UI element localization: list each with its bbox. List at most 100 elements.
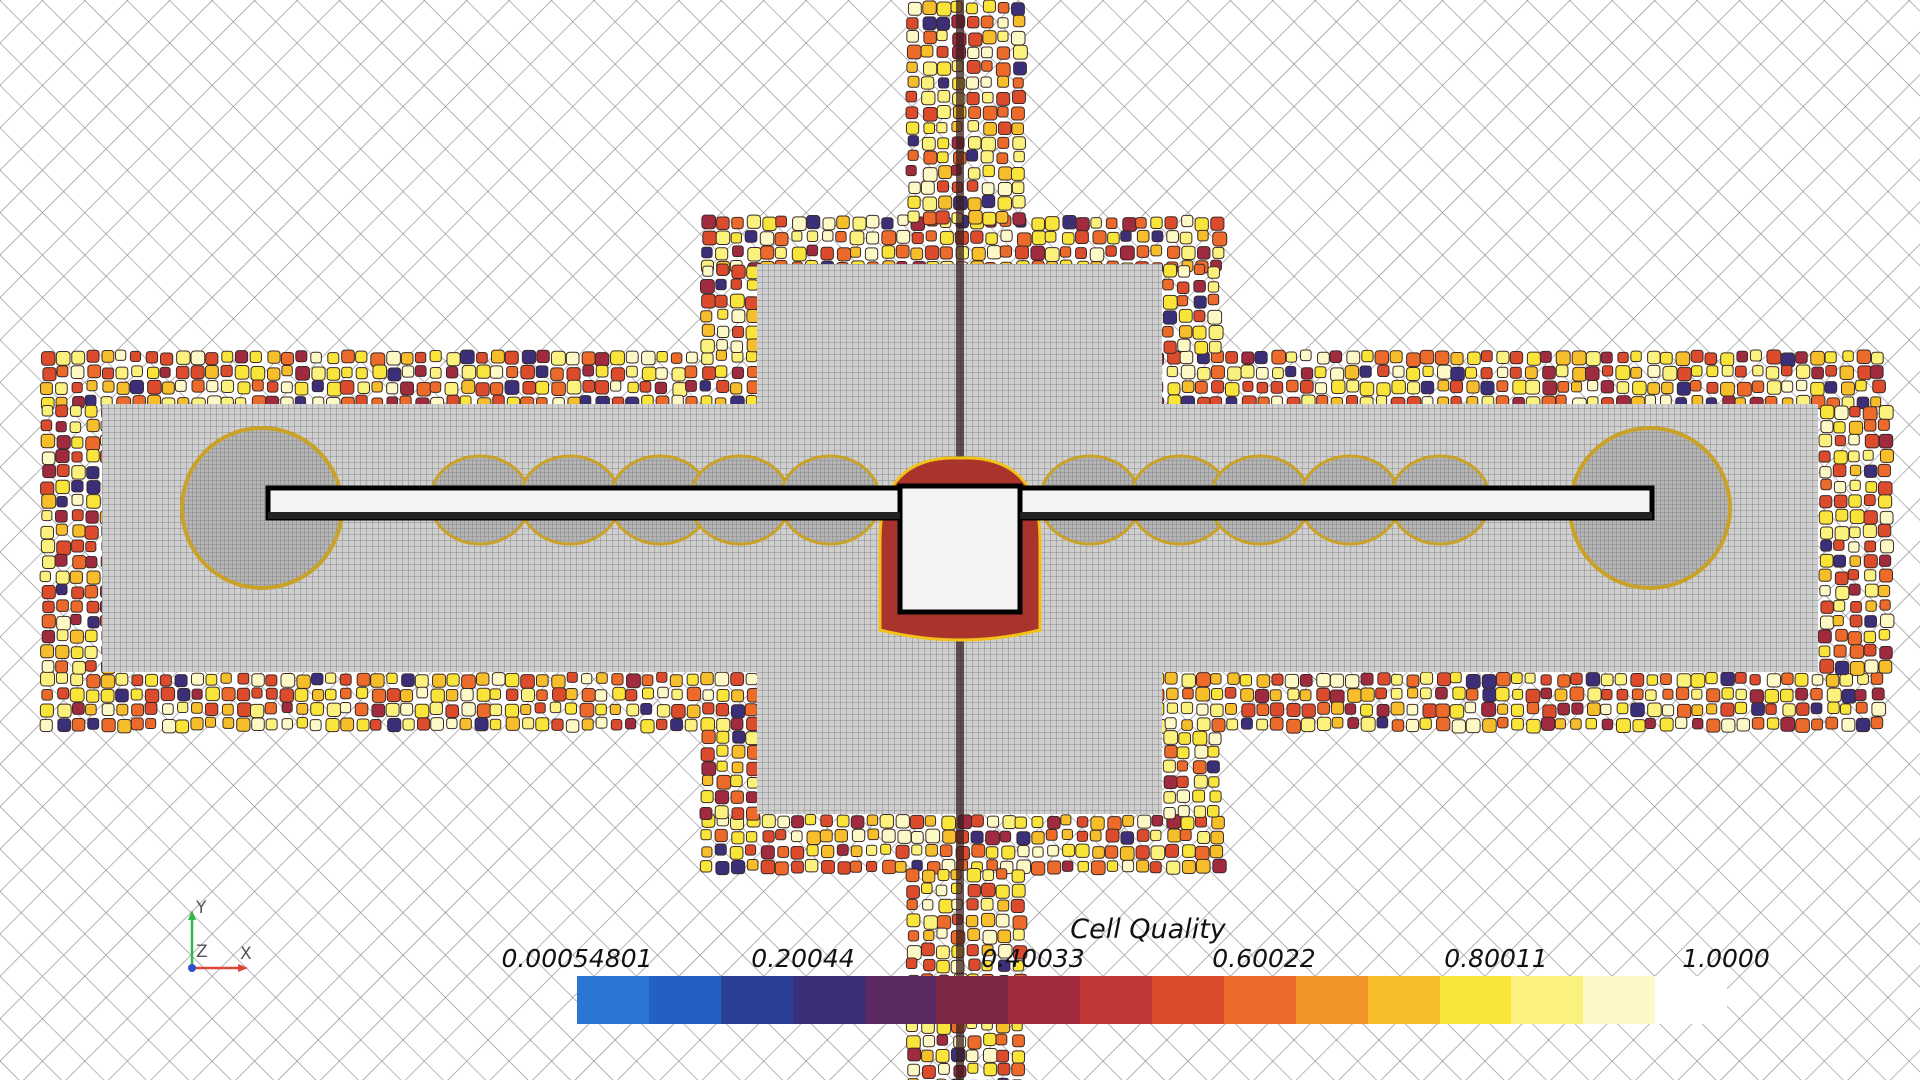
mesh-cell [702,230,718,246]
mesh-cell [981,182,995,196]
mesh-cell [760,245,775,260]
mesh-cell [566,367,581,382]
mesh-cell [116,381,130,395]
mesh-cell [85,541,97,553]
mesh-cell [983,122,997,136]
mesh-cell [1075,230,1089,244]
mesh-cell [582,379,596,393]
mesh-cell [1832,463,1847,478]
mesh-cell [701,846,713,858]
mesh-cell [1839,673,1854,687]
mesh-cell [1870,672,1884,685]
mesh-cell [86,600,100,614]
mesh-cell [1864,569,1877,582]
mesh-cell [791,230,803,242]
mesh-cell [716,774,732,790]
mesh-cell [1390,687,1403,700]
mesh-cell [1818,433,1833,448]
mesh-cell [1601,718,1614,731]
mesh-cell [1766,349,1782,365]
mesh-cell [1794,672,1809,687]
mesh-cell [1819,615,1835,630]
mesh-cell [866,231,880,245]
mesh-cell [1570,381,1583,393]
mesh-cell [1864,464,1878,478]
mesh-cell [1162,310,1178,325]
mesh-cell [1162,759,1176,773]
mesh-cell [982,0,997,13]
mesh-cell [251,379,264,392]
mesh-cell [967,120,980,132]
mesh-cell [1162,278,1174,291]
mesh-cell [684,718,698,732]
mesh-cell [980,76,992,88]
mesh-cell [715,247,729,261]
mesh-cell [371,703,386,718]
mesh-cell [938,898,954,914]
mesh-cell [1630,702,1645,718]
mesh-cell [1452,686,1466,700]
mesh-cell [672,382,688,398]
mesh-cell [1166,702,1179,714]
mesh-cell [970,830,984,844]
mesh-cell [1834,571,1849,586]
mesh-cell [1848,583,1861,596]
mesh-cell [1690,673,1706,688]
mesh-cell [1811,366,1824,380]
mesh-cell [265,687,278,700]
mesh-cell [822,230,834,242]
mesh-cell [280,352,295,366]
mesh-cell [701,352,714,365]
wing-body-shadow [268,512,900,519]
mesh-cell [744,844,757,856]
mesh-cell [1359,365,1372,378]
mesh-cell [504,672,520,688]
mesh-cell [997,181,1013,197]
mesh-cell [115,672,129,686]
mesh-cell [1677,366,1692,382]
mesh-cell [968,210,983,225]
mesh-cell [56,365,69,378]
mesh-cell [71,702,85,715]
mesh-cell [535,717,550,732]
mesh-cell [594,380,610,395]
mesh-cell [867,828,880,841]
mesh-cell [446,673,460,687]
mesh-cell [131,674,144,687]
mesh-cell [70,613,82,626]
mesh-cell [71,381,83,394]
mesh-cell [997,1,1010,14]
mesh-cell [42,367,57,382]
mesh-cell [907,1063,920,1077]
mesh-cell [1207,745,1220,758]
mesh-cell [130,717,144,731]
color-swatch [648,976,721,1024]
mesh-cell [55,583,68,596]
mesh-cell [1855,379,1867,392]
mesh-cell [925,230,937,242]
mesh-cell [1689,380,1702,392]
mesh-cell [429,349,442,363]
legend-tick-label: 0.60022 [1212,944,1316,973]
mesh-cell [1525,688,1541,704]
legend-tick-label: 1.0000 [1682,944,1770,973]
mesh-cell [1011,122,1024,136]
mesh-cell [1206,760,1220,774]
mesh-cell [1704,352,1718,365]
mesh-cell [86,466,100,480]
mesh-cell [1749,349,1762,362]
mesh-cell [85,703,97,716]
mesh-cell [730,278,742,290]
mesh-cell [936,959,950,974]
mesh-cell [1817,629,1832,644]
mesh-cell [792,216,807,232]
mesh-cell [326,381,342,397]
mesh-cell [1450,351,1464,366]
mesh-cell [968,958,981,971]
mesh-cell [446,352,461,367]
mesh-cell [1721,687,1734,700]
mesh-cell [1765,703,1777,715]
mesh-cell [1864,615,1877,628]
mesh-cell [1209,844,1224,859]
